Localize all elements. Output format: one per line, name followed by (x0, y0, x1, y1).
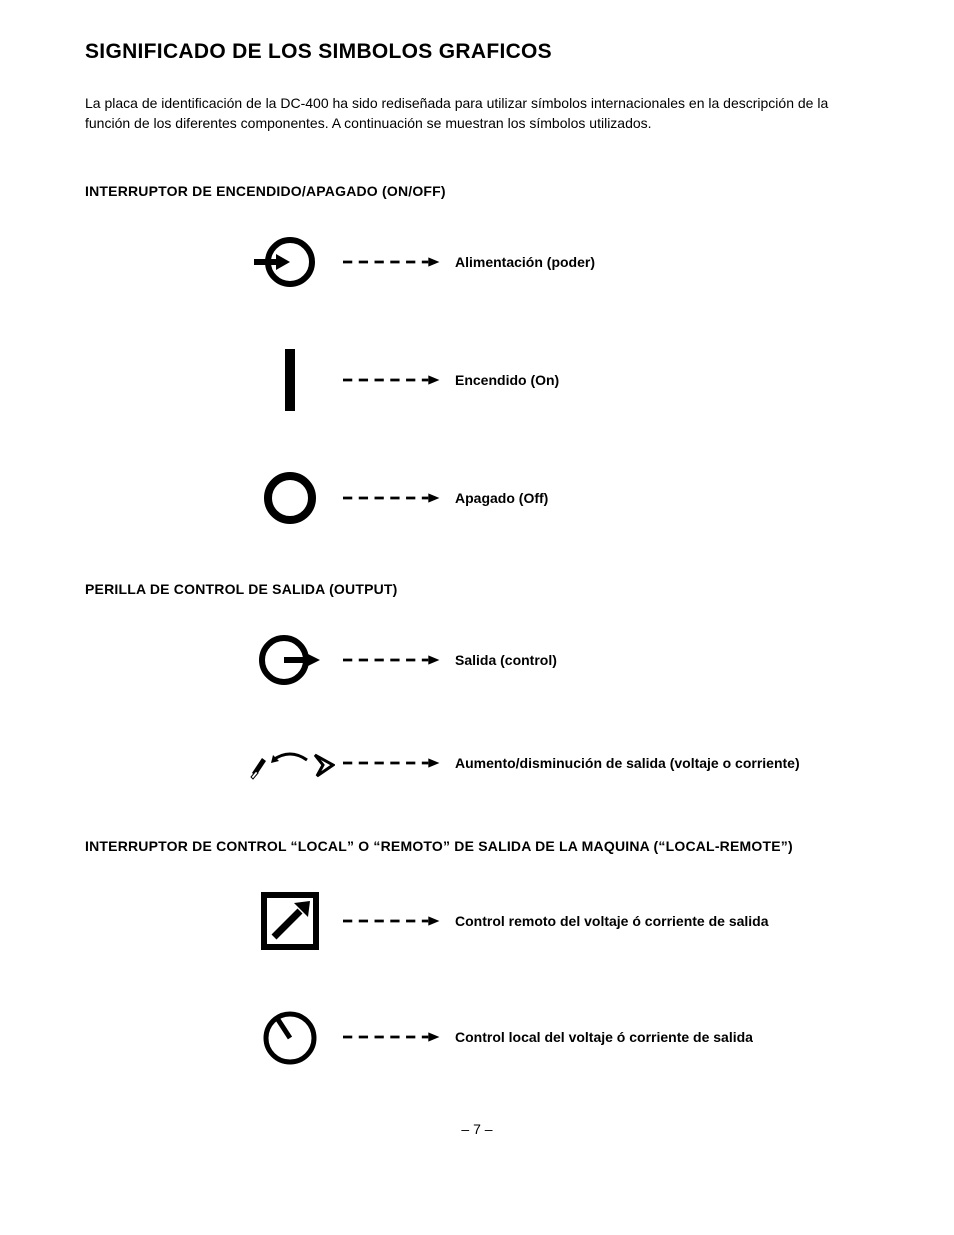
symbol-row-increase-decrease: Aumento/disminución de salida (voltaje o… (85, 743, 869, 783)
output-icon (245, 632, 335, 688)
dashed-arrow-icon (335, 255, 445, 269)
page-title: SIGNIFICADO DE LOS SIMBOLOS GRAFICOS (85, 40, 869, 64)
off-icon (245, 470, 335, 526)
symbol-label: Alimentación (poder) (445, 254, 595, 270)
page-number: – 7 – (85, 1121, 869, 1137)
section-local-remote: INTERRUPTOR DE CONTROL “LOCAL” O “REMOTO… (85, 838, 869, 1066)
symbol-label: Aumento/disminución de salida (voltaje o… (445, 755, 800, 771)
symbol-label: Apagado (Off) (445, 490, 548, 506)
section-heading: PERILLA DE CONTROL DE SALIDA (OUTPUT) (85, 581, 869, 597)
intro-paragraph: La placa de identificación de la DC-400 … (85, 94, 869, 133)
dashed-arrow-icon (335, 756, 445, 770)
symbol-label: Encendido (On) (445, 372, 559, 388)
symbol-label: Control remoto del voltaje ó corriente d… (445, 913, 769, 929)
section-on-off: INTERRUPTOR DE ENCENDIDO/APAGADO (ON/OFF… (85, 183, 869, 526)
symbol-label: Salida (control) (445, 652, 557, 668)
section-heading: INTERRUPTOR DE CONTROL “LOCAL” O “REMOTO… (85, 838, 869, 854)
section-heading: INTERRUPTOR DE ENCENDIDO/APAGADO (ON/OFF… (85, 183, 869, 199)
symbol-row-off: Apagado (Off) (85, 470, 869, 526)
symbol-row-output: Salida (control) (85, 632, 869, 688)
local-control-icon (245, 1008, 335, 1066)
symbol-row-power: Alimentación (poder) (85, 234, 869, 290)
increase-decrease-icon (245, 743, 335, 783)
dashed-arrow-icon (335, 653, 445, 667)
power-icon (245, 234, 335, 290)
remote-control-icon (245, 889, 335, 953)
dashed-arrow-icon (335, 914, 445, 928)
symbol-label: Control local del voltaje ó corriente de… (445, 1029, 753, 1045)
dashed-arrow-icon (335, 1030, 445, 1044)
on-icon (245, 345, 335, 415)
dashed-arrow-icon (335, 491, 445, 505)
symbol-row-local: Control local del voltaje ó corriente de… (85, 1008, 869, 1066)
symbol-row-on: Encendido (On) (85, 345, 869, 415)
section-output: PERILLA DE CONTROL DE SALIDA (OUTPUT) Sa… (85, 581, 869, 783)
symbol-row-remote: Control remoto del voltaje ó corriente d… (85, 889, 869, 953)
dashed-arrow-icon (335, 373, 445, 387)
